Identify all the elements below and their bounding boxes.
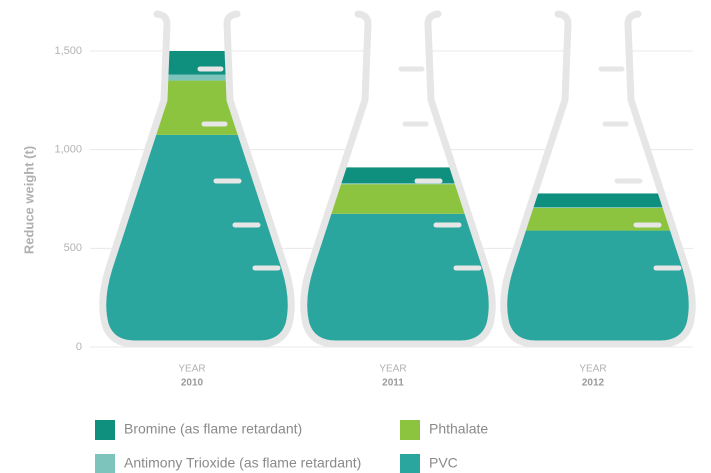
- bar-segment: [503, 207, 693, 208]
- flask-outline: [500, 10, 696, 348]
- legend-swatch: [400, 454, 420, 473]
- legend-label: Phthalate: [429, 421, 488, 437]
- y-tick-label: 0: [76, 341, 82, 353]
- stack: [303, 167, 493, 344]
- bar-segment: [303, 213, 493, 344]
- legend-swatch: [400, 420, 420, 440]
- y-axis-title: Reduce weight (t): [21, 146, 36, 254]
- bar-segment: [303, 183, 493, 185]
- x-tick-prefix: YEAR: [579, 364, 606, 375]
- bar-segment: [102, 74, 292, 81]
- flask-outline: [99, 10, 295, 348]
- legend-label: Bromine (as flame retardant): [124, 421, 302, 437]
- legend-label: PVC: [429, 455, 458, 471]
- x-tick-prefix: YEAR: [178, 364, 205, 375]
- bar-segment: [303, 184, 493, 214]
- y-tick-label: 500: [64, 242, 82, 254]
- y-tick-label: 1,500: [54, 45, 82, 57]
- y-tick-label: 1,000: [54, 144, 82, 156]
- legend-swatch: [95, 454, 115, 473]
- flask-outline: [300, 10, 496, 348]
- legend-swatch: [95, 420, 115, 440]
- x-tick-label: 2010: [181, 378, 204, 389]
- bar-segment: [303, 167, 493, 184]
- bar-segment: [102, 80, 292, 135]
- x-tick-label: 2012: [582, 378, 605, 389]
- x-tick-label: 2011: [382, 378, 404, 389]
- bar-segment: [102, 50, 292, 75]
- x-tick-prefix: YEAR: [379, 364, 406, 375]
- bar-segment: [503, 230, 693, 344]
- legend-label: Antimony Trioxide (as flame retardant): [124, 455, 361, 471]
- bar-segment: [503, 193, 693, 208]
- stack: [102, 50, 292, 344]
